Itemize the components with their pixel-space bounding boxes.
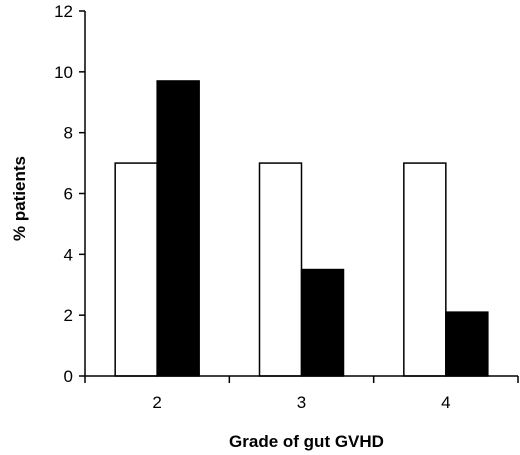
y-tick-label: 6: [64, 185, 73, 204]
y-tick-label: 2: [64, 306, 73, 325]
bar-white: [114, 162, 158, 377]
y-axis-title: % patients: [10, 156, 29, 241]
bar-white: [258, 162, 303, 377]
x-ticks-group: 2 3 4: [84, 376, 519, 412]
x-tick-label: 2: [152, 393, 161, 412]
x-tick-label: 3: [297, 393, 306, 412]
x-axis-title: Grade of gut GVHD: [229, 432, 384, 451]
bar-black: [300, 268, 345, 377]
y-tick-label: 10: [54, 63, 73, 82]
y-tick-label: 12: [54, 2, 73, 21]
y-tick-label: 0: [64, 367, 73, 386]
x-tick-label: 4: [441, 393, 450, 412]
bar-black: [445, 311, 489, 377]
y-tick-label: 4: [64, 245, 73, 264]
bar-black: [156, 80, 200, 377]
y-tick-label: 8: [64, 124, 73, 143]
bar-white: [403, 162, 447, 377]
bars-group: [114, 80, 489, 377]
y-ticks-group: 0 2 4 6 8 10 12: [54, 2, 85, 386]
